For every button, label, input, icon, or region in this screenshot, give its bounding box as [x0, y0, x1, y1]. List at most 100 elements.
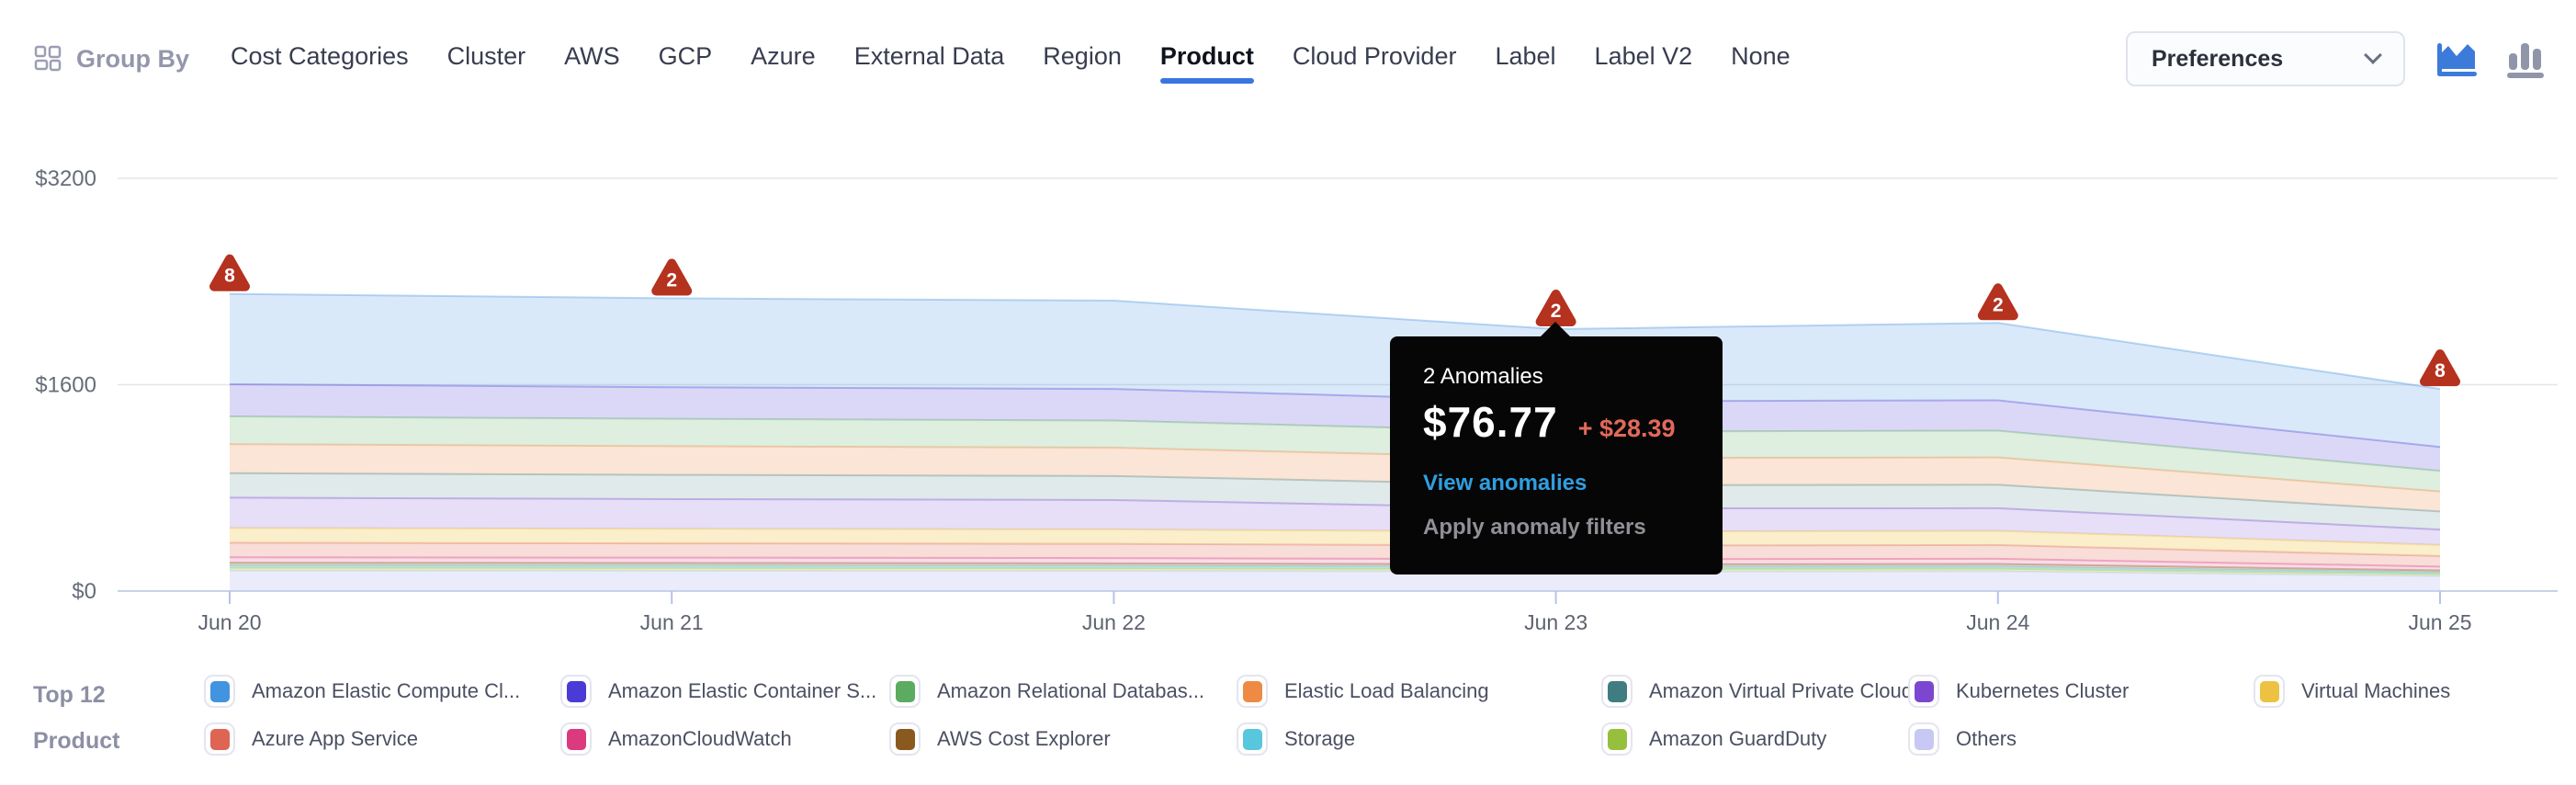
- nav-item-product[interactable]: Product: [1159, 37, 1254, 84]
- area-series-amazoncloudwatch[interactable]: [230, 557, 2440, 571]
- anomaly-count: 8: [2435, 360, 2446, 381]
- legend-label: Amazon Elastic Compute Cl...: [252, 679, 521, 702]
- x-axis-label-jun-23: Jun 23: [1524, 610, 1587, 634]
- area-series-storage[interactable]: [230, 565, 2440, 575]
- view-anomalies-link[interactable]: View anomalies: [1423, 471, 1587, 495]
- legend-item-amazon-elastic-compute-cl[interactable]: Amazon Elastic Compute Cl...: [204, 675, 560, 708]
- area-series-amazon-guardduty[interactable]: [230, 567, 2440, 576]
- legend-title-line1: Top 12: [33, 682, 106, 708]
- anomaly-marker-jun-25[interactable]: [2420, 349, 2460, 387]
- nav-item-external-data[interactable]: External Data: [853, 41, 1005, 70]
- legend-label: Kubernetes Cluster: [1956, 679, 2130, 702]
- area-edge-storage: [229, 564, 2441, 574]
- legend-label: Amazon Elastic Container S...: [608, 679, 877, 702]
- x-axis-label-jun-25: Jun 25: [2408, 610, 2471, 634]
- anomaly-marker-jun-21[interactable]: [651, 258, 693, 296]
- legend-item-amazon-guardduty[interactable]: Amazon GuardDuty: [1601, 722, 1908, 756]
- group-by-grid-icon: [34, 45, 62, 72]
- area-edge-amazon-elastic-compute-cloud: [229, 292, 2441, 391]
- legend-swatch: [560, 675, 592, 708]
- legend-label: AmazonCloudWatch: [608, 727, 792, 750]
- legend-item-amazon-virtual-private-cloud[interactable]: Amazon Virtual Private Cloud: [1601, 675, 1913, 708]
- groupby-nav: Cost Categories Cluster AWS GCP Azure Externa…: [231, 37, 1791, 84]
- legend-item-storage[interactable]: Storage: [1237, 722, 1601, 756]
- legend-swatch: [1237, 675, 1268, 708]
- area-series-aws-cost-explorer[interactable]: [230, 563, 2440, 573]
- area-series-kubernetes-cluster[interactable]: [230, 497, 2440, 545]
- tooltip-delta: + $28.39: [1577, 415, 1676, 442]
- tooltip-arrow-icon: [1540, 322, 1571, 337]
- x-axis-label-jun-20: Jun 20: [198, 610, 261, 634]
- nav-item-cost-categories[interactable]: Cost Categories: [231, 41, 409, 70]
- area-edge-amazon-guardduty: [229, 566, 2441, 575]
- legend-item-elastic-load-balancing[interactable]: Elastic Load Balancing: [1237, 675, 1601, 708]
- area-series-virtual-machines[interactable]: [230, 528, 2440, 556]
- legend-item-others[interactable]: Others: [1908, 722, 2254, 756]
- legend-item-azure-app-service[interactable]: Azure App Service: [204, 722, 560, 756]
- nav-item-none[interactable]: None: [1731, 41, 1791, 70]
- legend-item-aws-cost-explorer[interactable]: AWS Cost Explorer: [889, 722, 1237, 756]
- area-series-amazon-elastic-compute-cloud[interactable]: [230, 293, 2440, 448]
- nav-item-aws[interactable]: AWS: [564, 41, 620, 70]
- legend-label: Storage: [1284, 727, 1356, 750]
- preferences-button[interactable]: Preferences: [2126, 31, 2405, 86]
- legend-label: Amazon Virtual Private Cloud: [1649, 679, 1913, 702]
- chart-type-toggle: [2433, 36, 2548, 82]
- header-right: Preferences: [2126, 31, 2548, 86]
- anomaly-marker-jun-24[interactable]: [1977, 283, 2018, 321]
- nav-item-cloud-provider[interactable]: Cloud Provider: [1292, 41, 1457, 70]
- apply-anomaly-filters-link[interactable]: Apply anomaly filters: [1423, 515, 1646, 540]
- area-edge-aws-cost-explorer: [229, 562, 2441, 572]
- anomaly-marker-jun-20[interactable]: [209, 254, 250, 291]
- area-series-azure-app-service[interactable]: [230, 542, 2440, 567]
- area-series-elastic-load-balancing[interactable]: [230, 444, 2440, 512]
- legend-item-kubernetes-cluster[interactable]: Kubernetes Cluster: [1908, 675, 2254, 708]
- legend-label: AWS Cost Explorer: [937, 727, 1111, 750]
- nav-item-label[interactable]: Label: [1495, 41, 1556, 70]
- area-series-amazon-relational-database-service[interactable]: [230, 416, 2440, 492]
- nav-item-cluster[interactable]: Cluster: [446, 41, 526, 70]
- legend-item-amazoncloudwatch[interactable]: AmazonCloudWatch: [560, 722, 889, 756]
- area-edge-amazon-elastic-container-service: [229, 382, 2441, 449]
- area-chart-icon[interactable]: [2433, 36, 2480, 82]
- legend-item-amazon-relational-databas[interactable]: Amazon Relational Databas...: [889, 675, 1237, 708]
- bar-chart-icon[interactable]: [2503, 36, 2548, 82]
- legend-label: Amazon GuardDuty: [1649, 727, 1827, 750]
- area-edge-amazoncloudwatch: [229, 556, 2441, 568]
- legend-item-amazon-elastic-container-s[interactable]: Amazon Elastic Container S...: [560, 675, 889, 708]
- x-axis-label-jun-22: Jun 22: [1082, 610, 1146, 634]
- legend-title: Top 12 Product: [33, 667, 204, 764]
- legend-swatch: [2254, 675, 2285, 708]
- x-axis-label-jun-24: Jun 24: [1966, 610, 2029, 634]
- area-series-amazon-elastic-container-service[interactable]: [230, 383, 2440, 472]
- area-series-amazon-virtual-private-cloud[interactable]: [230, 472, 2440, 530]
- legend-swatch: [1601, 675, 1633, 708]
- nav-item-gcp[interactable]: GCP: [658, 41, 713, 70]
- legend-swatch: [204, 675, 235, 708]
- nav-item-label-v2[interactable]: Label V2: [1594, 41, 1693, 70]
- nav-item-region[interactable]: Region: [1043, 41, 1122, 70]
- legend-swatch: [889, 722, 921, 756]
- anomaly-count: 2: [1551, 301, 1562, 322]
- x-axis-label-jun-21: Jun 21: [640, 610, 704, 634]
- legend-label: Virtual Machines: [2301, 679, 2451, 702]
- header: Group By Cost Categories Cluster AWS GCP Azu…: [33, 24, 2548, 94]
- legend-swatch: [560, 722, 592, 756]
- legend-item-virtual-machines[interactable]: Virtual Machines: [2254, 675, 2569, 708]
- area-series-others[interactable]: [230, 570, 2440, 591]
- legend-swatch: [204, 722, 235, 756]
- legend-label: Elastic Load Balancing: [1284, 679, 1489, 702]
- area-edge-azure-app-service: [229, 541, 2441, 557]
- y-axis-label: $0: [72, 579, 96, 604]
- chevron-down-icon: [2364, 46, 2382, 64]
- legend-swatch: [1908, 675, 1939, 708]
- legend-swatch: [1237, 722, 1268, 756]
- preferences-label: Preferences: [2152, 45, 2284, 72]
- area-edge-elastic-load-balancing: [229, 443, 2441, 493]
- tooltip-amount: $76.77: [1423, 398, 1558, 446]
- area-edge-others: [229, 569, 2441, 577]
- legend-items: Amazon Elastic Compute Cl... Amazon Elast…: [204, 667, 2569, 764]
- tooltip-title: 2 Anomalies: [1423, 364, 1543, 389]
- nav-item-azure[interactable]: Azure: [751, 41, 816, 70]
